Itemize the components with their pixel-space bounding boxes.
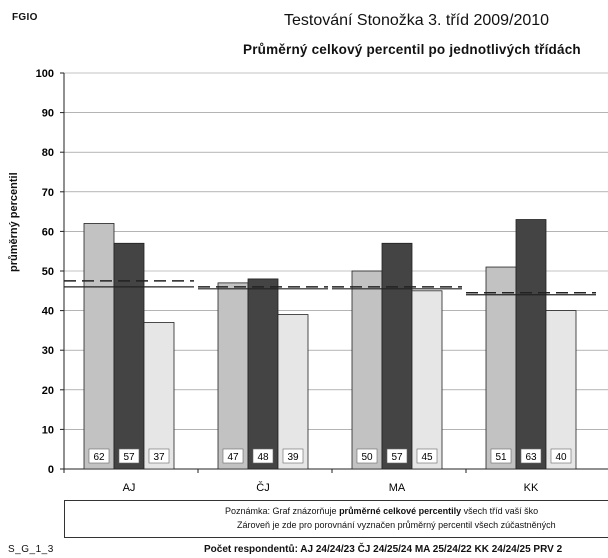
note-line-2: Zároveň je zde pro porovnání vyznačen pr…	[237, 520, 556, 530]
value-label: 47	[227, 452, 239, 463]
value-label-box	[490, 448, 512, 464]
value-label: 62	[93, 452, 105, 463]
bar-chart: 0 10 20 30 40 50 60 70 80 90 100 62 57 37 AJ 47 48 39 ČJ 50…	[36, 68, 608, 494]
x-tick-label: KK	[524, 482, 539, 494]
y-tick-label: 20	[42, 385, 54, 397]
y-tick-label: 40	[42, 306, 54, 318]
bar	[515, 219, 547, 470]
y-tick-label: 80	[42, 147, 54, 159]
bar	[545, 310, 577, 470]
value-label-box	[356, 448, 378, 464]
footer-respondents: Počet respondentů: AJ 24/24/23 ČJ 24/25/…	[204, 544, 563, 555]
y-tick-label: 70	[42, 187, 54, 199]
x-tick-label: AJ	[123, 482, 136, 494]
chart-subtitle: Průměrný celkový percentil po jednotlivý…	[243, 42, 581, 57]
value-label: 39	[287, 452, 299, 463]
y-tick-label: 100	[36, 68, 54, 80]
bar	[83, 223, 115, 470]
y-axis-label: průměrný percentil	[8, 172, 20, 272]
value-label: 48	[257, 452, 269, 463]
chart-title: Testování Stonožka 3. tříd 2009/2010	[284, 12, 550, 29]
note-box: Poznámka: Graf znázorňuje průměrné celko…	[64, 500, 608, 538]
value-label-box	[282, 448, 304, 464]
y-tick-label: 60	[42, 226, 54, 238]
value-label: 37	[153, 452, 165, 463]
x-tick-label: ČJ	[256, 481, 269, 494]
y-tick-label: 0	[48, 464, 54, 476]
bar	[113, 242, 145, 470]
value-label-box	[416, 448, 438, 464]
y-tick-label: 90	[42, 108, 54, 120]
value-label: 45	[421, 452, 433, 463]
bar	[247, 278, 279, 470]
footer-code: S_G_1_3	[8, 544, 54, 555]
bar	[411, 290, 443, 470]
value-label-box	[148, 448, 170, 464]
value-label: 50	[361, 452, 373, 463]
value-label-box	[520, 448, 542, 464]
value-label-box	[550, 448, 572, 464]
corner-label: FGIO	[12, 12, 38, 23]
note-line-1: Poznámka: Graf znázorňuje průměrné celko…	[225, 506, 539, 516]
y-tick-label: 30	[42, 345, 54, 357]
bar	[143, 322, 175, 470]
value-label-box	[222, 448, 244, 464]
bar	[351, 270, 383, 470]
value-label: 40	[555, 452, 567, 463]
bar	[217, 282, 249, 470]
value-label: 57	[123, 452, 135, 463]
y-tick-label: 10	[42, 424, 54, 436]
value-label-box	[88, 448, 110, 464]
value-label: 63	[525, 452, 537, 463]
value-label-box	[118, 448, 140, 464]
bar	[381, 242, 413, 470]
bar	[485, 266, 517, 470]
x-tick-label: MA	[389, 482, 406, 494]
value-label: 51	[495, 452, 507, 463]
value-label-box	[252, 448, 274, 464]
value-label: 57	[391, 452, 403, 463]
bar	[277, 314, 309, 470]
y-tick-label: 50	[42, 266, 54, 278]
value-label-box	[386, 448, 408, 464]
